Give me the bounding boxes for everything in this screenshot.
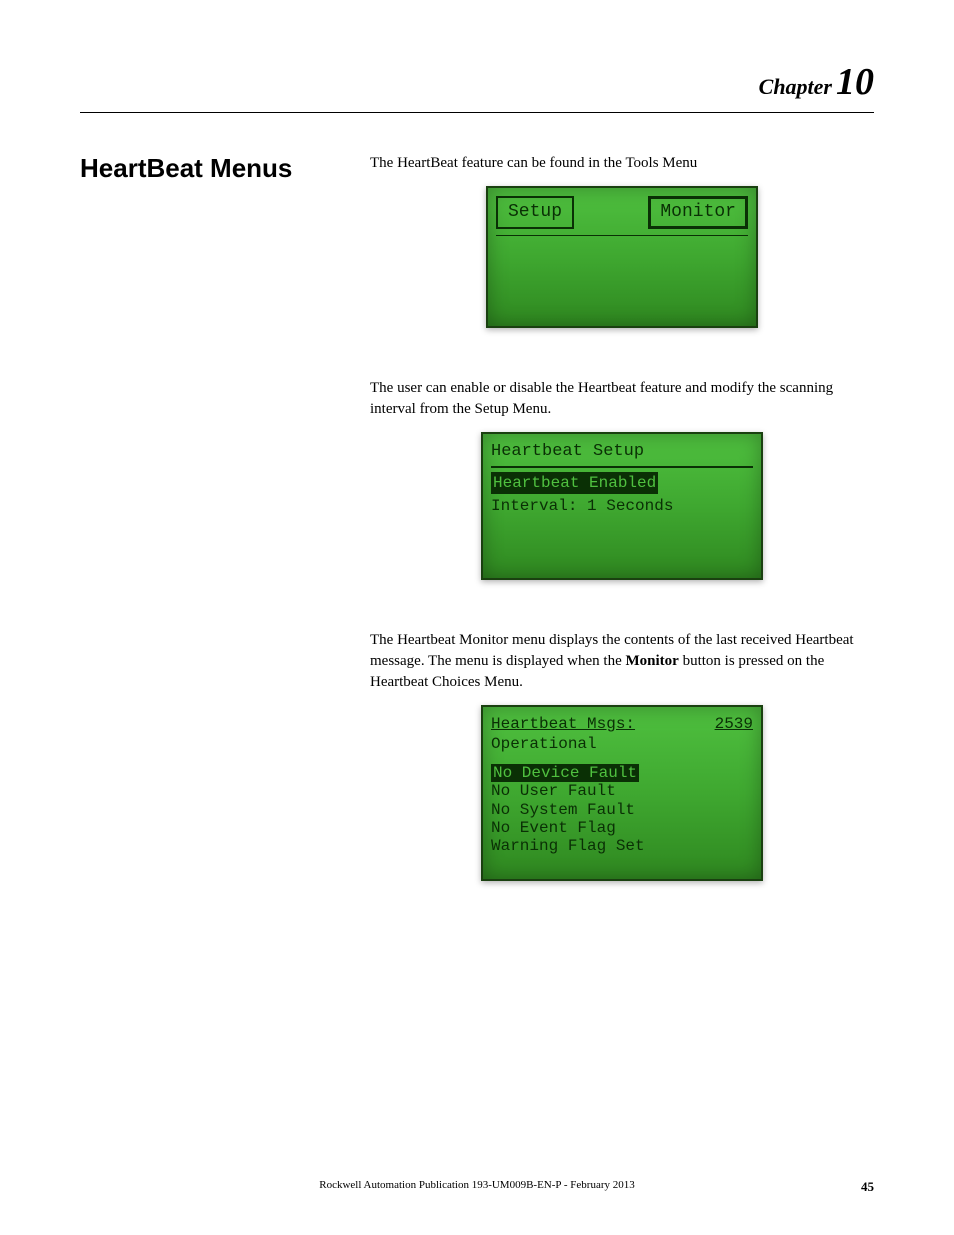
lcd-monitor-line2: No User Fault [491, 782, 753, 800]
lcd-monitor-line5: Warning Flag Set [491, 837, 753, 855]
lcd-monitor-header-label: Heartbeat Msgs: [491, 713, 635, 735]
chapter-header: Chapter 10 [80, 60, 874, 104]
lcd-monitor-header: Heartbeat Msgs: 2539 [491, 713, 753, 735]
lcd-title-underline [491, 466, 753, 468]
content-row: HeartBeat Menus The HeartBeat feature ca… [80, 153, 874, 931]
monitor-paragraph: The Heartbeat Monitor menu displays the … [370, 630, 874, 693]
lcd-divider [496, 235, 748, 236]
section-body: The HeartBeat feature can be found in th… [370, 153, 874, 931]
lcd-setup-menu: Heartbeat Setup Heartbeat Enabled Interv… [481, 432, 763, 580]
lcd-monitor-selected: No Device Fault [491, 764, 639, 782]
chapter-number: 10 [836, 61, 874, 103]
footer-publication: Rockwell Automation Publication 193-UM00… [319, 1179, 635, 1191]
lcd-setup-row-interval: Interval: 1 Seconds [491, 495, 753, 517]
monitor-para-bold: Monitor [626, 653, 679, 669]
lcd-button-row: Setup Monitor [496, 196, 748, 229]
section-title: HeartBeat Menus [80, 153, 330, 931]
lcd-monitor-header-count: 2539 [715, 713, 753, 735]
lcd-monitor-line4: No Event Flag [491, 819, 753, 837]
lcd-spacer [491, 754, 753, 764]
page-footer: Rockwell Automation Publication 193-UM00… [80, 1179, 874, 1195]
lcd-setup-title: Heartbeat Setup [491, 440, 753, 464]
setup-paragraph: The user can enable or disable the Heart… [370, 378, 874, 420]
lcd-monitor-menu: Heartbeat Msgs: 2539 Operational No Devi… [481, 705, 763, 881]
chapter-label: Chapter [759, 74, 832, 99]
lcd-tools-menu: Setup Monitor [486, 186, 758, 328]
chapter-divider [80, 112, 874, 113]
lcd-monitor-status: Operational [491, 735, 753, 753]
page-content: Chapter 10 HeartBeat Menus The HeartBeat… [0, 0, 954, 931]
lcd-setup-row-enabled: Heartbeat Enabled [491, 472, 658, 494]
intro-paragraph: The HeartBeat feature can be found in th… [370, 153, 874, 174]
lcd-monitor-line3: No System Fault [491, 801, 753, 819]
lcd-setup-button: Setup [496, 196, 574, 229]
footer-page-number: 45 [861, 1179, 874, 1195]
lcd-monitor-button: Monitor [648, 196, 748, 229]
lcd-monitor-line1: No Device Fault [491, 764, 753, 782]
